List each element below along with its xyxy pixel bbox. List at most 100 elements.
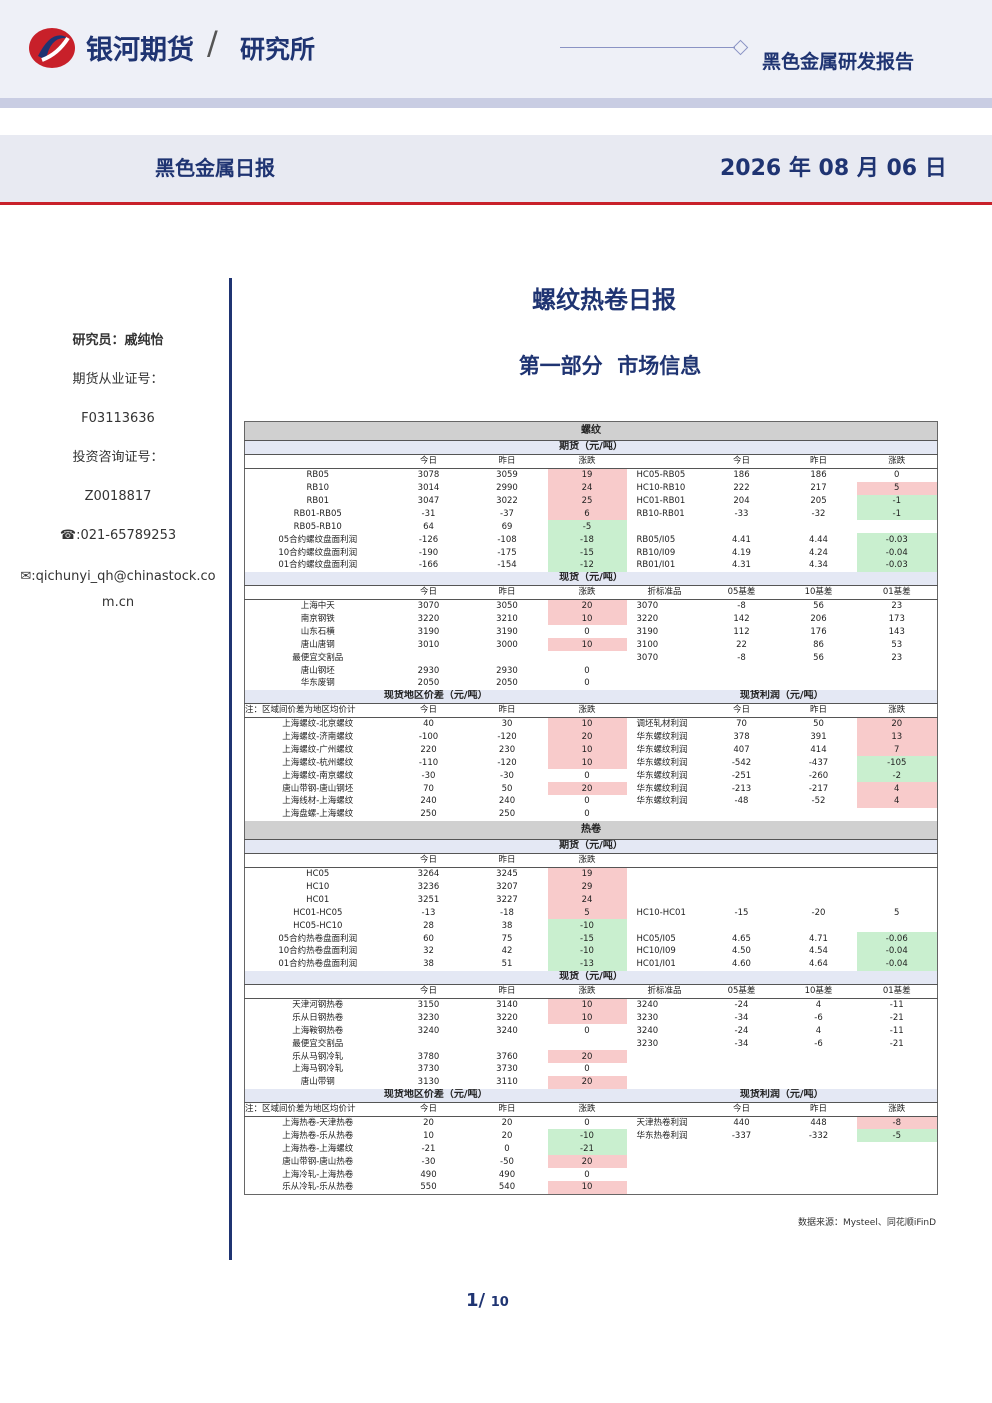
- cell: 上海热卷-乐从热卷: [282, 1130, 354, 1141]
- cell: [627, 1142, 703, 1155]
- cell: -6: [814, 1038, 823, 1049]
- cell: 205: [810, 496, 827, 506]
- cell: 10: [547, 612, 627, 626]
- cell: 86: [813, 639, 824, 650]
- table-row: RB10 3014 2990 24 HC10-RB10 222 217 5: [245, 481, 938, 495]
- date: 2026 年 08 月 06 日: [720, 156, 947, 181]
- table-row: 乐从冷轧-乐从热卷 550 540 10: [245, 1180, 938, 1195]
- cell: 0: [584, 1025, 590, 1036]
- cell: [627, 808, 703, 821]
- cell: [703, 664, 781, 677]
- cell: 4.54: [809, 946, 828, 957]
- column-header: 01基差: [856, 984, 938, 999]
- cell: 上海冷轧-上海热卷: [282, 1169, 354, 1180]
- table-row: 南京钢铁 3220 3210 10 3220 142 206 173: [245, 612, 938, 626]
- cell: 250: [498, 809, 516, 820]
- cell: [781, 1181, 857, 1194]
- table-row: 上海线材-上海螺纹 240 240 0 华东螺纹利润 -48 -52 4: [245, 795, 938, 808]
- divider: [229, 278, 232, 1260]
- slash: /: [207, 24, 218, 62]
- cell: [781, 893, 857, 906]
- cell: -50: [500, 1156, 514, 1167]
- table-row: RB05-RB10 64 69 -5: [245, 520, 938, 534]
- table-row: 今日 昨日 涨跌 今日 昨日 涨跌: [244, 454, 938, 469]
- cell: 4.64: [809, 959, 828, 970]
- cell: 10: [547, 1180, 627, 1195]
- column-header: 今日: [390, 984, 467, 999]
- cell: [548, 651, 627, 664]
- cell: [703, 1142, 781, 1155]
- cell: -0.03: [856, 559, 938, 572]
- cell: -126: [418, 534, 439, 545]
- cell: 4: [815, 999, 822, 1010]
- cell: 222: [733, 483, 750, 494]
- cell: 20: [501, 1117, 513, 1128]
- cell: -10: [547, 919, 627, 933]
- cell: 142: [733, 614, 750, 625]
- cell: 上海螺纹-南京螺纹: [282, 770, 354, 781]
- cell: 3190: [636, 626, 659, 637]
- column-header: 注：区域间价差为地区均价计: [244, 1102, 391, 1117]
- table-row: 上海螺纹-南京螺纹 -30 -30 0 华东螺纹利润 -251 -260 -2: [245, 769, 938, 783]
- title-band: [0, 135, 992, 202]
- cell: -32: [811, 508, 826, 519]
- cell: HC10: [306, 881, 330, 892]
- cell: 50: [813, 719, 824, 730]
- cell: -108: [497, 534, 517, 545]
- cell: [857, 1063, 938, 1076]
- cell: 上海螺纹-杭州螺纹: [282, 757, 354, 768]
- table-row: 上海马钢冷轧 3730 3730 0: [245, 1063, 938, 1076]
- market-table: 螺纹 期货（元/吨） 今日 昨日 涨跌 今日 昨日 涨跌 RB05 3078 3059 19 HC05-…: [244, 421, 938, 1195]
- cell: 204: [733, 496, 750, 506]
- cell: 3220: [417, 614, 440, 625]
- dept: 研究所: [240, 35, 316, 64]
- section-title: 第一部分 市场信息: [518, 354, 702, 378]
- column-header: 昨日: [466, 1102, 548, 1117]
- cell: 407: [733, 744, 750, 755]
- column-header: 涨跌: [547, 585, 627, 600]
- cell: 乐从日钢热卷: [292, 1012, 344, 1023]
- column-header: 今日: [390, 853, 467, 868]
- cell: 10: [423, 1130, 434, 1141]
- cell: 上海热卷-上海螺纹: [282, 1143, 354, 1154]
- cell: 220: [420, 744, 437, 755]
- table-row: 10合约螺纹盘面利润 -190 -175 -15 RB10/I09 4.19 4.24 -0.…: [245, 546, 938, 560]
- cell: 20: [547, 1075, 627, 1089]
- cell: 3022: [496, 496, 518, 506]
- cell: 调坯轧材利润: [636, 719, 688, 730]
- cell: [627, 1050, 703, 1063]
- cell: 0: [504, 1143, 510, 1154]
- cell: -21: [889, 1012, 904, 1023]
- cell: 华东螺纹利润: [636, 732, 688, 743]
- cell: 70: [736, 719, 747, 730]
- cell: -120: [497, 732, 517, 743]
- table-row: HC05-HC10 28 38 -10: [245, 919, 938, 933]
- table-row: 上海螺纹-济南螺纹 -100 -120 20 华东螺纹利润 378 391 13: [245, 730, 938, 744]
- cell: 3050: [496, 601, 518, 612]
- cell: [703, 867, 781, 880]
- cell: 42: [501, 946, 513, 957]
- table-row: 乐从马钢冷轧 3780 3760 20: [245, 1050, 938, 1063]
- cell: 23: [891, 652, 903, 663]
- red-rule: [0, 202, 992, 205]
- cell: 40: [423, 719, 434, 730]
- cell: 3230: [636, 1012, 659, 1023]
- cell: -0.04: [856, 957, 938, 971]
- cell: [857, 1155, 938, 1168]
- cell: 2930: [496, 665, 518, 676]
- cell: 3220: [636, 614, 659, 625]
- cell: 206: [810, 614, 827, 625]
- cell: -332: [808, 1130, 829, 1141]
- table-row: HC10 3236 3207 29: [245, 880, 938, 894]
- table-row: 上海螺纹-北京螺纹 40 30 10 调坯轧材利润 70 50 20: [245, 717, 938, 731]
- cell: 25: [547, 494, 627, 508]
- cell: -8: [737, 652, 746, 663]
- sub-header: 期货（元/吨）: [244, 440, 938, 455]
- cell: 2050: [496, 678, 518, 689]
- cell: [857, 1168, 938, 1181]
- cell: [781, 520, 857, 533]
- cell: -1: [856, 494, 938, 508]
- doc-title: 螺纹热卷日报: [532, 286, 676, 314]
- cell: -11: [889, 999, 904, 1010]
- consult-label: 投资咨询证号：: [72, 450, 164, 465]
